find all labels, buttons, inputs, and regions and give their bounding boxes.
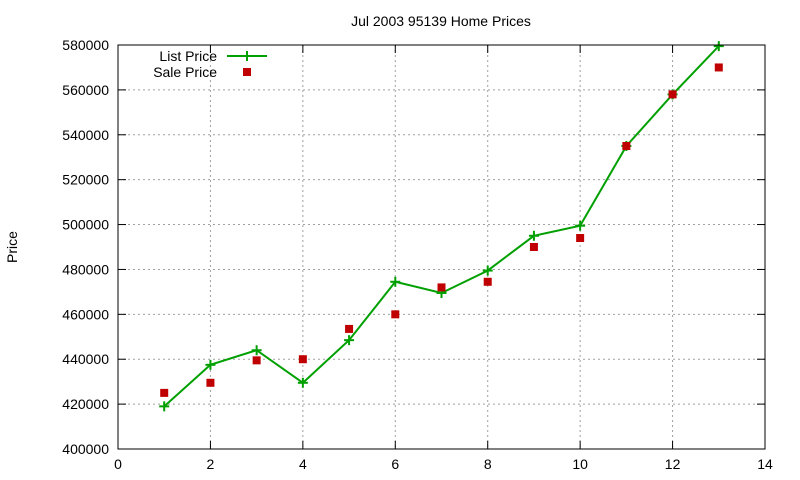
series (159, 41, 724, 412)
sale-price-point (576, 234, 585, 243)
x-tick-label: 14 (757, 456, 773, 472)
y-tick-label: 540000 (62, 127, 109, 143)
y-tick-label: 480000 (62, 261, 109, 277)
y-tick-label: 460000 (62, 306, 109, 322)
list-price-point (575, 220, 586, 231)
list-price-point (390, 276, 401, 287)
x-tick-label: 2 (207, 456, 215, 472)
list-price-point (251, 345, 262, 356)
ticks: 400000 420000 440000 460000 480000 500000 5200… (62, 37, 773, 472)
list-price-point (159, 401, 170, 412)
sale-price-point (206, 378, 215, 387)
x-tick-label: 12 (665, 456, 681, 472)
sale-price-point (714, 63, 723, 72)
plot-frame (117, 44, 766, 450)
y-axis-label: Price (4, 231, 20, 263)
y-tick-label: 580000 (62, 37, 109, 53)
y-tick-label: 500000 (62, 217, 109, 233)
sale-price-point (345, 324, 354, 333)
x-tick-label: 6 (391, 456, 399, 472)
x-tick-label: 4 (299, 456, 307, 472)
chart-title: Jul 2003 95139 Home Prices (351, 13, 531, 29)
x-tick-label: 10 (572, 456, 588, 472)
y-tick-label: 420000 (62, 396, 109, 412)
list-price-point (482, 265, 493, 276)
x-tick-label: 0 (114, 456, 122, 472)
y-tick-label: 440000 (62, 351, 109, 367)
x-tick-label: 8 (484, 456, 492, 472)
sale-price-point (160, 388, 169, 397)
list-price-point (205, 359, 216, 370)
sale-price-point (483, 277, 492, 286)
sale-price-point (668, 90, 677, 99)
legend-label: Sale Price (153, 64, 217, 80)
y-tick-label: 520000 (62, 172, 109, 188)
legend-label: List Price (159, 48, 217, 64)
sale-price-point (391, 310, 400, 319)
y-tick-label: 560000 (62, 82, 109, 98)
legend-square-swatch (243, 68, 251, 76)
sale-price-point (298, 355, 307, 364)
sale-price-point (437, 283, 446, 292)
list-price-point (528, 230, 539, 241)
sale-price-point (252, 356, 261, 365)
list-price-point (297, 377, 308, 388)
sale-price-point (622, 142, 631, 150)
list-price-point (713, 41, 724, 52)
y-tick-label: 400000 (62, 441, 109, 457)
list-price-point (344, 335, 355, 346)
sale-price-point (529, 243, 538, 251)
legend-cross-swatch (242, 51, 252, 61)
